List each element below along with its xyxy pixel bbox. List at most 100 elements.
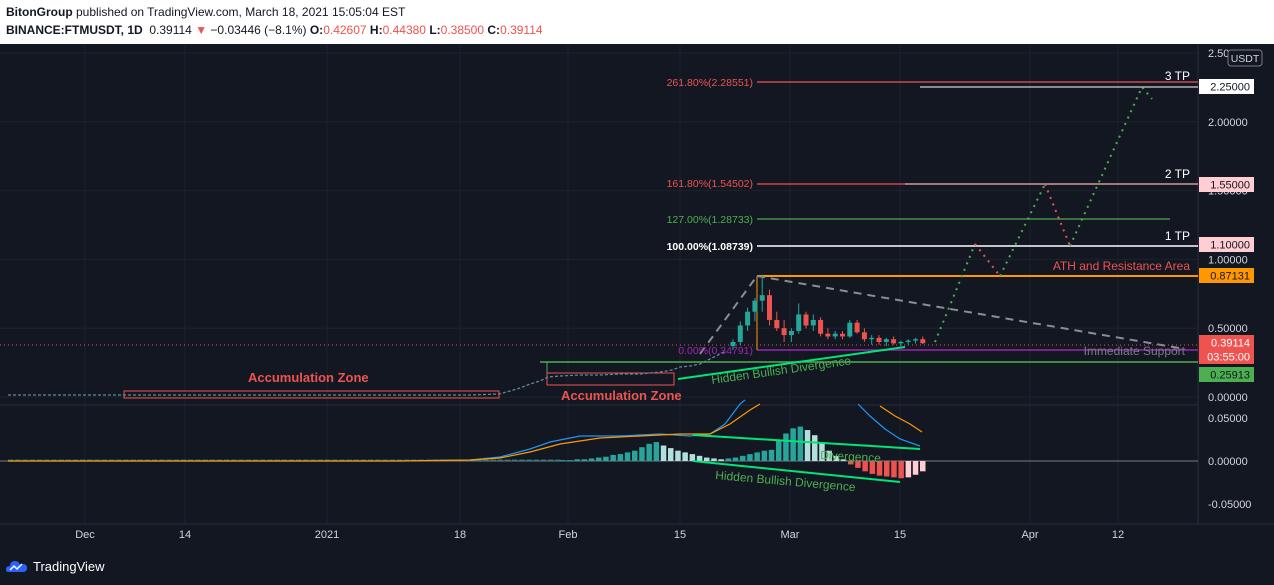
candle-body (796, 314, 802, 331)
time-tick-label: 12 (1112, 529, 1124, 541)
fib-161-label: 161.80%(1.54502) (667, 178, 753, 190)
histogram-bar (22, 459, 28, 461)
histogram-bar (898, 461, 904, 479)
price-divergence-label: Hidden Bullish Divergence (710, 353, 852, 386)
candle-body (730, 341, 736, 347)
histogram-bar (130, 459, 136, 461)
currency-badge[interactable] (1227, 49, 1263, 67)
tp3-label: 3 TP (1165, 69, 1190, 83)
descending-trendline[interactable] (756, 275, 1186, 350)
indicator-divergence-line-top[interactable] (692, 434, 921, 450)
open-value: 0.42607 (323, 23, 367, 37)
histogram-bar (353, 459, 360, 461)
histogram-bar (533, 459, 540, 461)
published-text: published on TradingView.com, March 18, … (76, 5, 406, 19)
indicator-tick-label: -0.05000 (1208, 499, 1251, 511)
time-tick-label: 18 (454, 529, 466, 541)
fib-261-label: 261.80%(2.28551) (667, 77, 753, 89)
histogram-bar (332, 459, 338, 461)
price-tick-label: 1.00000 (1208, 254, 1248, 266)
indicator-divergence-line-bottom[interactable] (692, 460, 901, 483)
histogram-bar (790, 428, 796, 461)
grid-lines (0, 44, 1198, 524)
time-axis[interactable]: Dec 14 2021 18 Feb 15 Mar 15 Apr 12 (75, 529, 1124, 541)
price-badge-label: 0.39114 (1211, 338, 1250, 350)
histogram-bar (137, 459, 144, 461)
histogram-bar (252, 459, 259, 461)
histogram-bar (152, 459, 158, 461)
histogram-bar (512, 459, 518, 461)
histogram-bar (245, 459, 252, 461)
accumulation-zone-box-2[interactable] (546, 372, 675, 386)
rally-trendline[interactable] (699, 275, 758, 355)
histogram-bar (231, 459, 237, 461)
histogram-bar (596, 457, 602, 461)
histogram[interactable] (8, 426, 926, 479)
histogram-bar (108, 459, 115, 461)
candle-body (920, 339, 926, 344)
histogram-bar (51, 459, 57, 461)
high-value: 0.44380 (382, 23, 426, 37)
candle-body (905, 340, 911, 342)
symbol-line: BINANCE:FTMUSDT, 1D 0.39114 ▼ −0.03446 (… (6, 23, 543, 37)
histogram-bar (682, 452, 688, 461)
macd-line-right (857, 403, 921, 447)
histogram-bar (668, 448, 674, 461)
histogram-bar (862, 461, 868, 472)
histogram-bar (188, 459, 194, 461)
histogram-bar (574, 459, 580, 461)
histogram-bar (483, 459, 489, 461)
time-tick-label: 15 (894, 529, 906, 541)
signal-line-right (879, 405, 923, 433)
price-badge-bg (1199, 335, 1254, 350)
candle-body (861, 332, 867, 340)
histogram-bar (884, 461, 890, 477)
candle-body (847, 322, 853, 337)
down-arrow-icon: ▼ (195, 23, 208, 37)
price-badge-label: 0.87131 (1210, 271, 1250, 283)
candle-body (810, 319, 816, 326)
candle-body (869, 337, 875, 340)
candles[interactable] (730, 275, 926, 351)
histogram-bar (202, 459, 208, 461)
price-tick-label: 0.50000 (1208, 323, 1248, 335)
candle-body (803, 314, 809, 326)
high-label: H: (369, 23, 383, 37)
histogram-bar (519, 459, 525, 461)
candle-body (825, 333, 831, 337)
candle-body (774, 319, 780, 329)
histogram-bar (826, 450, 832, 461)
candle-body (737, 325, 743, 342)
time-tick-label: Apr (1021, 529, 1038, 541)
histogram-bar (581, 459, 588, 461)
time-tick-label: 15 (674, 529, 686, 541)
candle-body (767, 295, 772, 320)
histogram-bar (711, 458, 717, 461)
publisher-name[interactable]: BitonGroup (6, 5, 73, 19)
histogram-bar (876, 461, 883, 476)
ath-resistance-label: ATH and Resistance Area (1053, 259, 1191, 273)
price-divergence-line[interactable] (677, 346, 906, 380)
tradingview-logo[interactable]: TradingView (6, 559, 105, 574)
symbol-name[interactable]: BINANCE:FTMUSDT, 1D (6, 23, 143, 37)
chart-canvas[interactable]: 261.80%(2.28551) 161.80%(1.54502) 127.00… (0, 44, 1274, 549)
candle-body (832, 333, 838, 337)
price-badge-label: 1.55000 (1210, 180, 1250, 192)
time-tick-label: 14 (179, 529, 191, 541)
projection-down-1 (974, 243, 1001, 277)
candle-body (913, 339, 918, 341)
chart-header: BitonGroup published on TradingView.com,… (0, 0, 1274, 44)
price-badge-label: 1.10000 (1210, 240, 1250, 252)
histogram-bar (754, 452, 760, 461)
fib-0-label: 0.00%(0.34791) (678, 345, 753, 357)
fib-100-label: 100.00%(1.08739) (667, 241, 753, 253)
candle-body (891, 339, 897, 344)
histogram-bar (560, 460, 566, 462)
histogram-bar (776, 439, 782, 461)
histogram-bar (368, 459, 374, 461)
candle-body (752, 300, 758, 312)
histogram-bar (812, 435, 818, 461)
histogram-bar (768, 449, 775, 461)
candle-body (745, 311, 751, 326)
histogram-bar (324, 459, 331, 461)
